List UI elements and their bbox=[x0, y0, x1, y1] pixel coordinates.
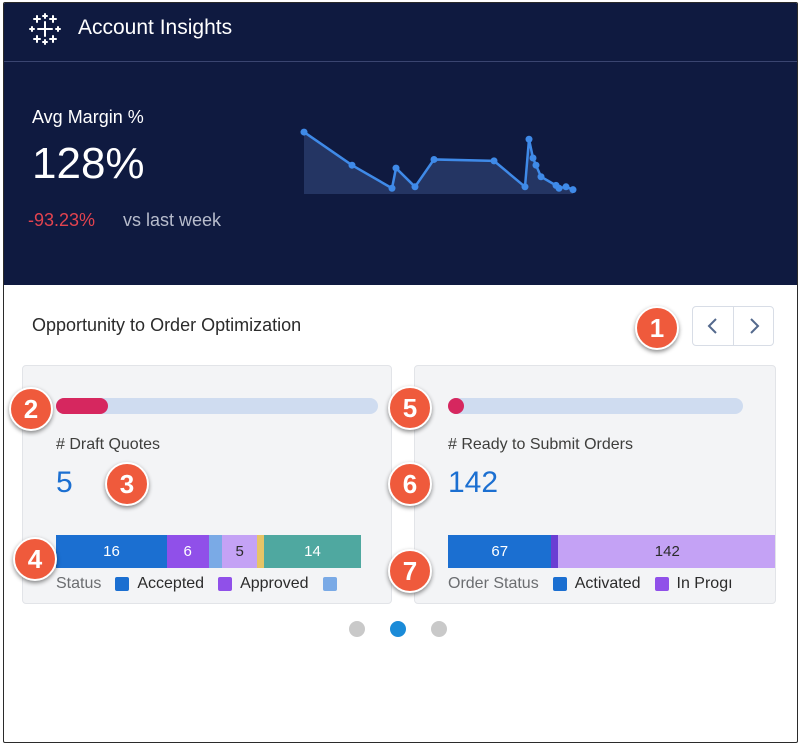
callout-badge: 1 bbox=[635, 306, 679, 350]
sparkline-point[interactable] bbox=[490, 157, 498, 165]
app-title: Account Insights bbox=[78, 16, 233, 39]
legend-item[interactable]: Approved bbox=[218, 575, 309, 593]
callout-badge: 7 bbox=[388, 549, 432, 593]
sparkline-point[interactable] bbox=[532, 161, 540, 169]
progress-fill bbox=[448, 398, 464, 414]
app-frame: Account Insights Avg Margin % 128% -93.2… bbox=[3, 2, 798, 743]
card-value: 5 bbox=[56, 466, 73, 499]
legend-item[interactable]: In Progı bbox=[654, 575, 733, 593]
sparkline-point[interactable] bbox=[525, 135, 533, 143]
card-label: # Draft Quotes bbox=[56, 436, 161, 453]
legend-title: Status bbox=[56, 575, 102, 592]
legend-swatch bbox=[218, 577, 233, 591]
sparkline-point[interactable] bbox=[562, 183, 570, 191]
legend-item[interactable]: Activated bbox=[552, 575, 641, 593]
stack-segment[interactable] bbox=[208, 535, 223, 568]
status-legend: Status Accepted Approved bbox=[56, 573, 359, 595]
sparkline-point[interactable] bbox=[529, 154, 537, 162]
callout-badge: 2 bbox=[9, 387, 53, 431]
tableau-logo-icon bbox=[29, 13, 61, 45]
legend-swatch bbox=[115, 577, 130, 591]
stack-segment[interactable]: 14 bbox=[263, 535, 361, 568]
ready-to-submit-orders-card[interactable]: # Ready to Submit Orders 142 67 142 Order… bbox=[414, 365, 776, 604]
legend-item[interactable] bbox=[322, 577, 345, 591]
sparkline-area bbox=[304, 132, 573, 194]
carousel-dot[interactable] bbox=[431, 621, 447, 637]
callout-badge: 4 bbox=[13, 537, 57, 581]
stack-segment[interactable]: 5 bbox=[222, 535, 258, 568]
carousel-indicator bbox=[4, 621, 797, 637]
metric-label: Avg Margin % bbox=[32, 107, 144, 127]
carousel-dot[interactable] bbox=[390, 621, 406, 637]
progress-bar bbox=[56, 398, 378, 414]
legend-label: Accepted bbox=[137, 575, 205, 592]
progress-fill bbox=[56, 398, 108, 414]
stack-segment[interactable]: 67 bbox=[448, 535, 552, 568]
sparkline-point[interactable] bbox=[430, 155, 438, 163]
legend-title: Order Status bbox=[448, 575, 539, 592]
sparkline-point[interactable] bbox=[569, 186, 577, 194]
metric-delta: -93.23% bbox=[28, 210, 96, 230]
sparkline-point[interactable] bbox=[555, 184, 563, 192]
legend-swatch bbox=[322, 577, 337, 591]
chevron-left-icon bbox=[707, 318, 717, 334]
sparkline-point[interactable] bbox=[411, 183, 419, 191]
legend-label: Approved bbox=[240, 575, 309, 592]
stack-segment[interactable]: 16 bbox=[56, 535, 167, 568]
legend-item[interactable]: Accepted bbox=[115, 575, 204, 593]
stack-segment[interactable]: 6 bbox=[166, 535, 209, 568]
draft-quotes-card[interactable]: # Draft Quotes 5 16 6 5 14 Status Accepted … bbox=[22, 365, 392, 604]
callout-badge: 5 bbox=[388, 386, 432, 430]
sparkline-point[interactable] bbox=[388, 184, 396, 192]
stack-segment[interactable] bbox=[551, 535, 558, 568]
status-stacked-bar: 16 6 5 14 bbox=[56, 535, 361, 568]
stack-segment[interactable]: 142 bbox=[557, 535, 775, 568]
card-value: 142 bbox=[448, 466, 499, 499]
stack-segment[interactable] bbox=[257, 535, 264, 568]
next-button[interactable] bbox=[734, 307, 774, 345]
order-status-stacked-bar: 67 142 bbox=[448, 535, 775, 568]
sparkline-point[interactable] bbox=[521, 183, 529, 191]
insights-header-panel: Account Insights Avg Margin % 128% -93.2… bbox=[4, 3, 797, 285]
title-bar: Account Insights bbox=[4, 3, 797, 62]
legend-label: Activated bbox=[574, 575, 641, 592]
chevron-right-icon bbox=[750, 318, 760, 334]
order-status-legend: Order Status Activated In Progı bbox=[448, 573, 747, 595]
progress-bar bbox=[448, 398, 743, 414]
sparkline-point[interactable] bbox=[348, 161, 356, 169]
avg-margin-sparkline bbox=[300, 128, 577, 194]
section-title: Opportunity to Order Optimization bbox=[32, 315, 302, 335]
sparkline-point[interactable] bbox=[537, 173, 545, 181]
legend-swatch bbox=[552, 577, 567, 591]
callout-badge: 6 bbox=[388, 462, 432, 506]
carousel-dot[interactable] bbox=[349, 621, 365, 637]
previous-button[interactable] bbox=[693, 307, 734, 345]
sparkline-point[interactable] bbox=[300, 128, 308, 136]
legend-swatch bbox=[654, 577, 669, 591]
callout-badge: 3 bbox=[105, 462, 149, 506]
card-label: # Ready to Submit Orders bbox=[448, 436, 633, 453]
sparkline-point[interactable] bbox=[392, 164, 400, 172]
metric-value: 128% bbox=[32, 139, 145, 188]
metric-delta-caption: vs last week bbox=[123, 210, 222, 230]
carousel-nav bbox=[692, 306, 774, 346]
legend-label: In Progı bbox=[676, 575, 733, 592]
